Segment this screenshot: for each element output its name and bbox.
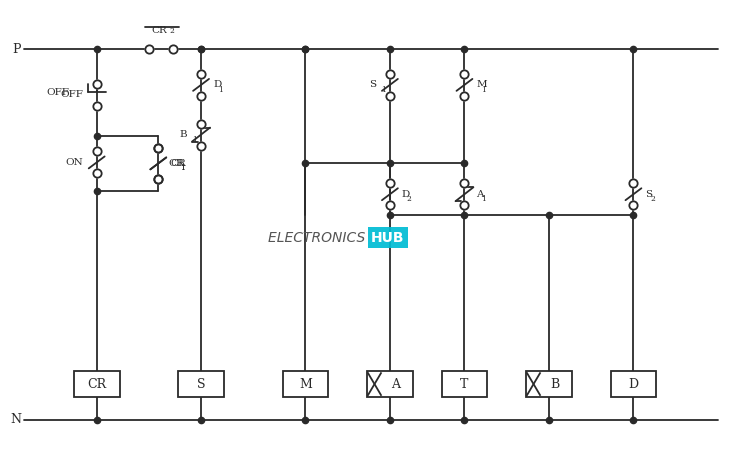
Text: CR: CR bbox=[152, 26, 167, 35]
Text: M: M bbox=[476, 81, 487, 89]
Text: D: D bbox=[213, 81, 221, 89]
Text: 1: 1 bbox=[482, 195, 486, 203]
Text: D: D bbox=[402, 190, 410, 199]
Text: ELECTRONICS: ELECTRONICS bbox=[268, 231, 370, 245]
Text: 2: 2 bbox=[650, 195, 655, 203]
Bar bbox=[526, 371, 572, 397]
Bar bbox=[442, 371, 488, 397]
Text: CR: CR bbox=[87, 378, 106, 391]
Text: 2: 2 bbox=[170, 27, 174, 35]
Text: ON: ON bbox=[65, 158, 82, 167]
Text: B: B bbox=[179, 130, 188, 139]
Text: 1: 1 bbox=[180, 164, 185, 172]
Text: 1: 1 bbox=[482, 86, 486, 94]
Text: P: P bbox=[12, 43, 20, 56]
Text: HUB: HUB bbox=[371, 231, 404, 245]
Text: 1: 1 bbox=[192, 136, 196, 144]
Text: CR: CR bbox=[168, 159, 184, 168]
Text: T: T bbox=[460, 378, 469, 391]
Bar bbox=[74, 371, 119, 397]
Text: 1: 1 bbox=[381, 86, 386, 94]
Bar bbox=[367, 371, 413, 397]
Text: S: S bbox=[645, 190, 652, 199]
Text: S: S bbox=[196, 378, 206, 391]
Bar bbox=[178, 371, 224, 397]
Text: OFF: OFF bbox=[46, 88, 69, 97]
Text: CR: CR bbox=[170, 159, 186, 168]
Bar bbox=[283, 371, 328, 397]
Text: N: N bbox=[10, 413, 22, 426]
Text: S: S bbox=[369, 81, 376, 89]
Text: 2: 2 bbox=[406, 195, 412, 203]
Text: D: D bbox=[628, 378, 638, 391]
Text: M: M bbox=[299, 378, 312, 391]
Text: 1: 1 bbox=[180, 164, 184, 172]
Text: A: A bbox=[476, 190, 484, 199]
Text: A: A bbox=[392, 378, 400, 391]
Text: 1: 1 bbox=[217, 86, 223, 94]
Text: B: B bbox=[550, 378, 560, 391]
Bar bbox=[610, 371, 656, 397]
Text: OFF: OFF bbox=[60, 90, 82, 100]
